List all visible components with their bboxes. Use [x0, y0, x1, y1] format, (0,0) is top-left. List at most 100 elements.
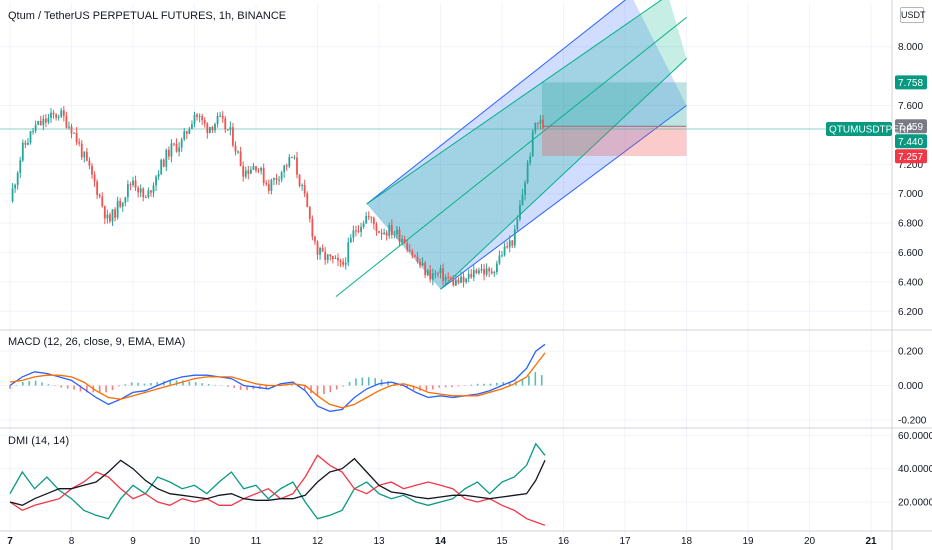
time-axis-label: 17: [619, 536, 631, 547]
candle: [239, 146, 242, 167]
candle: [444, 274, 447, 286]
candle: [55, 113, 58, 121]
candle: [539, 114, 542, 130]
candle: [393, 230, 396, 239]
candle: [511, 240, 514, 249]
candle: [426, 269, 429, 277]
candle: [60, 107, 63, 118]
candle: [62, 106, 65, 122]
candle: [442, 263, 444, 286]
histogram-bar: [323, 385, 325, 395]
candle: [185, 130, 188, 140]
minus-di-line: [9, 454, 546, 526]
candle: [178, 142, 181, 157]
histogram-bar: [207, 384, 210, 386]
candle: [355, 225, 357, 237]
histogram-bar: [310, 385, 312, 394]
time-axis-label: 19: [742, 536, 754, 547]
candle: [413, 254, 416, 258]
candle: [293, 155, 296, 160]
candle: [196, 112, 198, 121]
histogram-bar: [425, 385, 428, 391]
candle: [273, 177, 275, 186]
candle: [288, 154, 291, 169]
drawing-tools[interactable]: [0, 0, 892, 297]
histogram-bar: [15, 385, 18, 386]
candle: [485, 263, 488, 277]
candle: [83, 151, 86, 163]
candle: [14, 183, 17, 193]
candle: [216, 112, 219, 128]
pitchfork-median-line: [335, 16, 687, 297]
histogram-bar: [246, 385, 248, 391]
histogram-bar: [489, 383, 492, 386]
candle: [372, 216, 375, 230]
candle: [488, 266, 491, 278]
candle: [139, 184, 142, 198]
candle: [78, 138, 81, 147]
histogram-bar: [521, 378, 524, 386]
candle: [91, 163, 93, 179]
candle: [157, 170, 160, 181]
candle: [493, 270, 496, 277]
histogram-bar: [194, 382, 197, 386]
candle: [52, 109, 55, 119]
time-axis-label: 20: [804, 536, 816, 547]
time-axis-label: 8: [69, 536, 75, 547]
histogram-bar: [508, 382, 511, 386]
histogram-bar: [175, 380, 178, 386]
macd-axis-label: 0.000: [898, 381, 923, 392]
price-axis-label: 7.200: [898, 160, 923, 171]
candle: [321, 244, 324, 252]
candle: [96, 179, 99, 199]
candle: [29, 130, 32, 145]
dmi-axis-label: 40.0000: [898, 464, 932, 475]
price-badge: 7.758: [895, 75, 927, 90]
candle: [531, 129, 534, 157]
candle: [480, 263, 483, 274]
candle: [162, 158, 165, 168]
candle: [457, 277, 460, 285]
candle: [32, 127, 34, 135]
time-axis-label: 12: [312, 536, 324, 547]
candle: [103, 205, 106, 225]
candle: [365, 211, 368, 224]
candle: [16, 171, 19, 190]
pitchfork-inner-lower-line: [440, 58, 687, 290]
candle: [116, 196, 119, 220]
price-axis-label: 7.600: [898, 101, 923, 112]
histogram-bar: [342, 385, 344, 387]
candle: [452, 275, 455, 287]
candle: [39, 115, 42, 126]
candle: [390, 219, 393, 239]
candle: [208, 126, 211, 134]
candle: [170, 139, 173, 163]
candle: [275, 173, 278, 185]
histogram-bar: [451, 385, 453, 388]
candle: [449, 275, 452, 280]
price-axis-label: 6.400: [898, 277, 923, 288]
candle: [314, 235, 316, 245]
position-target-zone: [541, 82, 687, 127]
candle: [173, 143, 175, 147]
candle: [265, 180, 268, 186]
time-axis-label: 15: [496, 536, 508, 547]
candle: [437, 271, 439, 278]
candle: [267, 179, 270, 195]
histogram-bar: [335, 385, 338, 390]
candle: [24, 140, 27, 149]
candle: [27, 137, 29, 146]
histogram-bar: [355, 378, 357, 386]
candle: [152, 182, 155, 198]
candle: [416, 251, 419, 264]
currency-selector[interactable]: USDT: [900, 7, 926, 23]
candle: [508, 235, 511, 253]
histogram-bar: [201, 383, 203, 386]
histogram-bar: [528, 375, 530, 386]
candle: [132, 176, 134, 187]
candle: [398, 226, 401, 246]
candle: [214, 122, 216, 134]
histogram-bar: [444, 385, 447, 388]
